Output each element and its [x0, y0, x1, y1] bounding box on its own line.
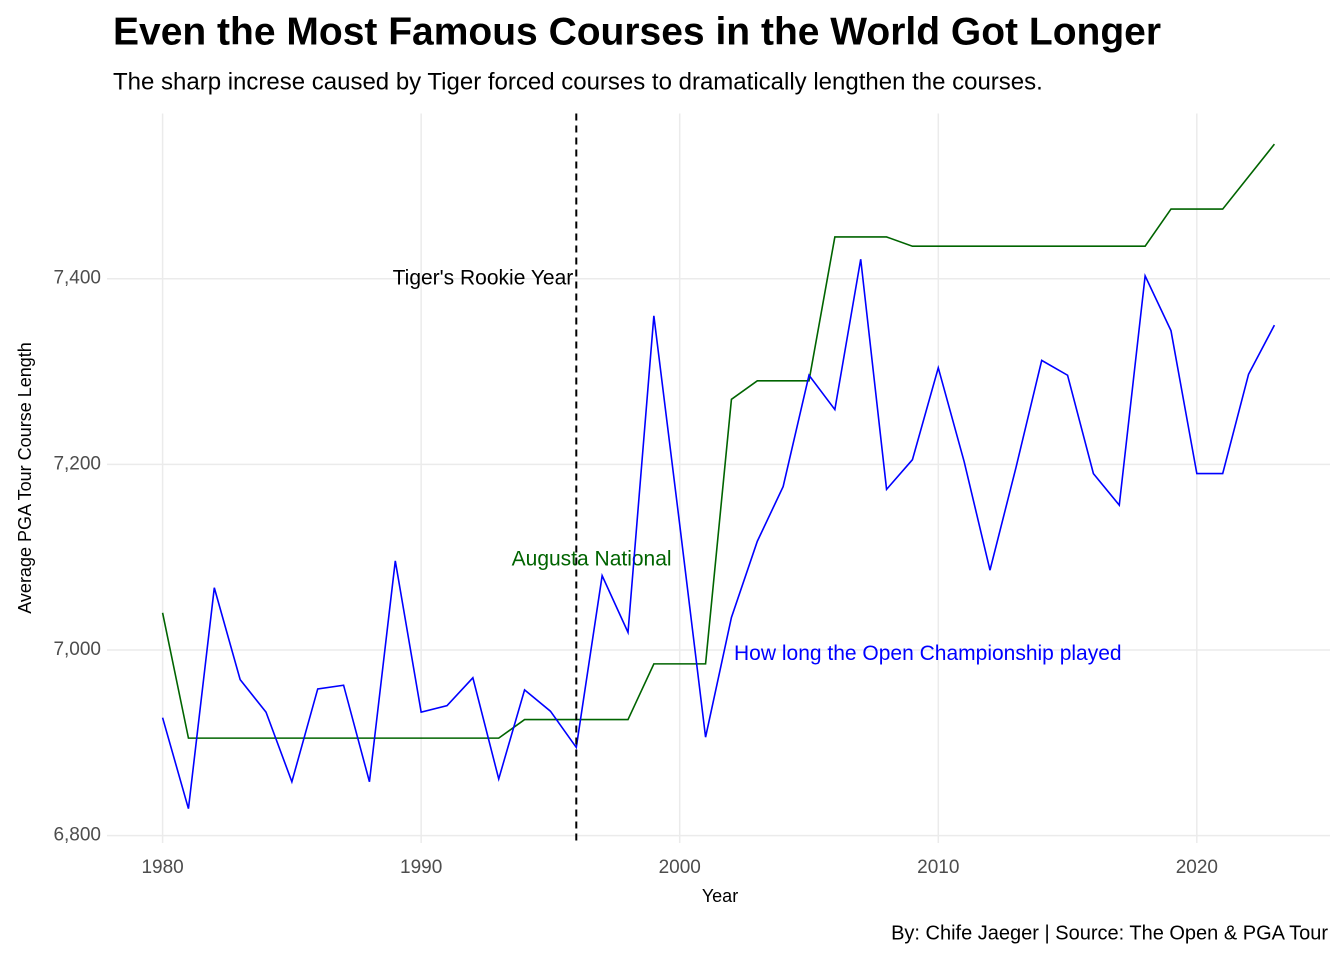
x-tick-label: 1990 — [400, 857, 442, 878]
x-tick-label: 2000 — [659, 857, 701, 878]
series-label: How long the Open Championship played — [734, 642, 1122, 665]
caption: By: Chife Jaeger | Source: The Open & PG… — [891, 922, 1328, 944]
y-tick-label: 7,000 — [53, 639, 101, 660]
x-tick-label: 2020 — [1176, 857, 1218, 878]
chart-subtitle: The sharp increse caused by Tiger forced… — [113, 68, 1043, 95]
series-line — [161, 259, 1276, 809]
plot: Augusta National How long the Open Champi… — [161, 113, 1276, 843]
series-label: Augusta National — [512, 547, 672, 570]
chart-title: Even the Most Famous Courses in the Worl… — [113, 10, 1161, 53]
y-tick-label: 6,800 — [53, 825, 101, 846]
x-tick-label: 1980 — [141, 857, 183, 878]
x-tick-label: 2010 — [917, 857, 959, 878]
y-tick-label: 7,400 — [53, 268, 101, 289]
reference-label: Tiger's Rookie Year — [393, 266, 574, 289]
x-axis-title: Year — [702, 886, 738, 906]
series-line — [161, 143, 1276, 739]
grid: 6,800 7,000 7,200 7,400 1980 1990 2000 2010 2020 — [53, 113, 1330, 878]
y-tick-label: 7,200 — [53, 453, 101, 474]
y-axis-title: Average PGA Tour Course Length — [15, 342, 35, 614]
